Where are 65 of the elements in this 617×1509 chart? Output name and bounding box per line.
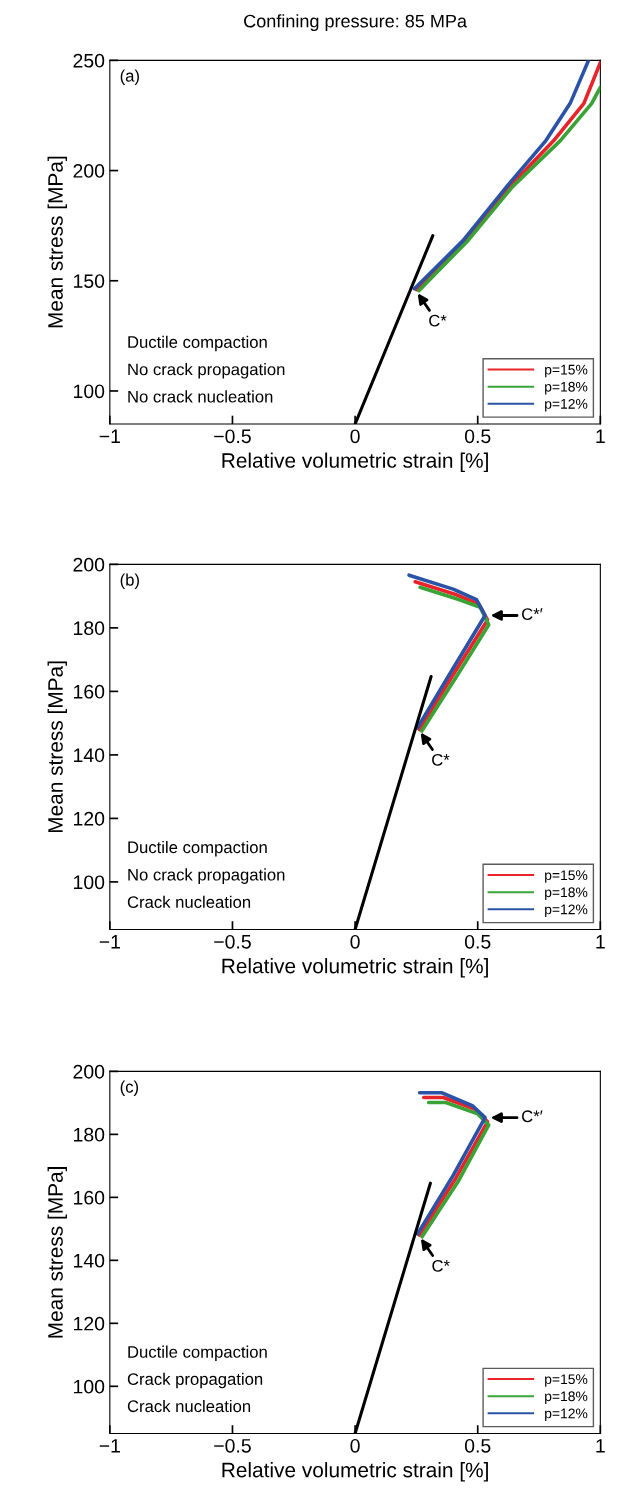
- legend-label: p=12%: [545, 1408, 588, 1422]
- x-axis-title: Relative volumetric strain [%]: [222, 1462, 488, 1482]
- legend-label: p=12%: [545, 398, 588, 412]
- y-axis-title: Mean stress [MPa]: [47, 661, 67, 833]
- y-tick-label: 100: [74, 875, 105, 890]
- legend-label: p=15%: [545, 870, 588, 883]
- annotation: Crack propagation: [127, 1372, 263, 1389]
- x-tick-label: −1: [99, 429, 120, 443]
- y-tick-label: 180: [74, 621, 105, 636]
- annotation: Ductile compaction: [128, 840, 267, 857]
- x-tick-label: 0: [350, 429, 360, 444]
- legend-label: p=12%: [545, 904, 588, 918]
- annotation: (c): [120, 1080, 139, 1096]
- annotation: No crack propagation: [128, 868, 285, 884]
- y-tick-label: 160: [74, 1190, 105, 1205]
- legend-label: p=18%: [545, 381, 588, 395]
- y-tick-label: 200: [73, 1064, 105, 1079]
- x-axis-title: Relative volumetric strain [%]: [222, 958, 488, 978]
- legend-label: p=15%: [545, 364, 588, 378]
- y-tick-label: 250: [73, 53, 105, 68]
- annotation: Ductile compaction: [128, 335, 267, 352]
- legend-label: p=18%: [545, 887, 588, 900]
- x-tick-label: 0: [350, 934, 360, 949]
- annotation: (a): [120, 69, 139, 85]
- y-tick-label: 120: [74, 1316, 105, 1331]
- y-tick-label: 120: [74, 811, 105, 826]
- legend-label: p=18%: [545, 1391, 588, 1404]
- y-axis-title: Mean stress [MPa]: [47, 1167, 67, 1338]
- y-tick-label: 150: [74, 274, 105, 288]
- y-tick-label: 180: [74, 1127, 105, 1142]
- x-tick-label: 0.5: [464, 1438, 491, 1453]
- annotation: C*′: [522, 1110, 543, 1123]
- chart-title: Confining pressure: 85 MPa: [244, 14, 467, 32]
- x-tick-label: 0: [350, 1438, 360, 1453]
- x-tick-label: 1: [596, 429, 605, 443]
- y-axis-title: Mean stress [MPa]: [47, 156, 67, 328]
- annotation: Crack nucleation: [127, 895, 251, 908]
- annotation: (b): [120, 573, 139, 590]
- annotation: Crack nucleation: [127, 1399, 251, 1413]
- annotation: C*: [432, 1259, 450, 1272]
- annotation: C*′: [522, 608, 543, 620]
- annotation: Ductile compaction: [128, 1345, 267, 1362]
- line-series: [407, 573, 487, 730]
- annotation: No crack propagation: [128, 363, 285, 379]
- x-tick-label: 0.5: [464, 429, 491, 444]
- y-tick-label: 200: [73, 164, 105, 178]
- annotation: No crack nucleation: [128, 390, 273, 403]
- annotation: C*: [432, 753, 450, 766]
- x-tick-label: 1: [596, 935, 605, 949]
- y-tick-label: 100: [74, 1379, 105, 1394]
- annotation: C*: [429, 314, 447, 327]
- x-tick-label: −1: [99, 1439, 120, 1453]
- x-axis-title: Relative volumetric strain [%]: [222, 452, 488, 472]
- y-tick-label: 140: [74, 1253, 105, 1268]
- x-tick-label: −0.5: [214, 429, 251, 444]
- y-tick-label: 200: [73, 557, 105, 572]
- y-tick-label: 160: [74, 684, 105, 699]
- x-tick-label: −0.5: [214, 1438, 251, 1453]
- y-tick-label: 100: [74, 384, 105, 399]
- x-tick-label: 1: [596, 1439, 605, 1453]
- x-tick-label: −0.5: [214, 934, 251, 949]
- legend-label: p=15%: [545, 1374, 588, 1387]
- x-tick-label: 0.5: [464, 934, 491, 949]
- y-tick-label: 140: [74, 748, 105, 763]
- x-tick-label: −1: [99, 935, 120, 949]
